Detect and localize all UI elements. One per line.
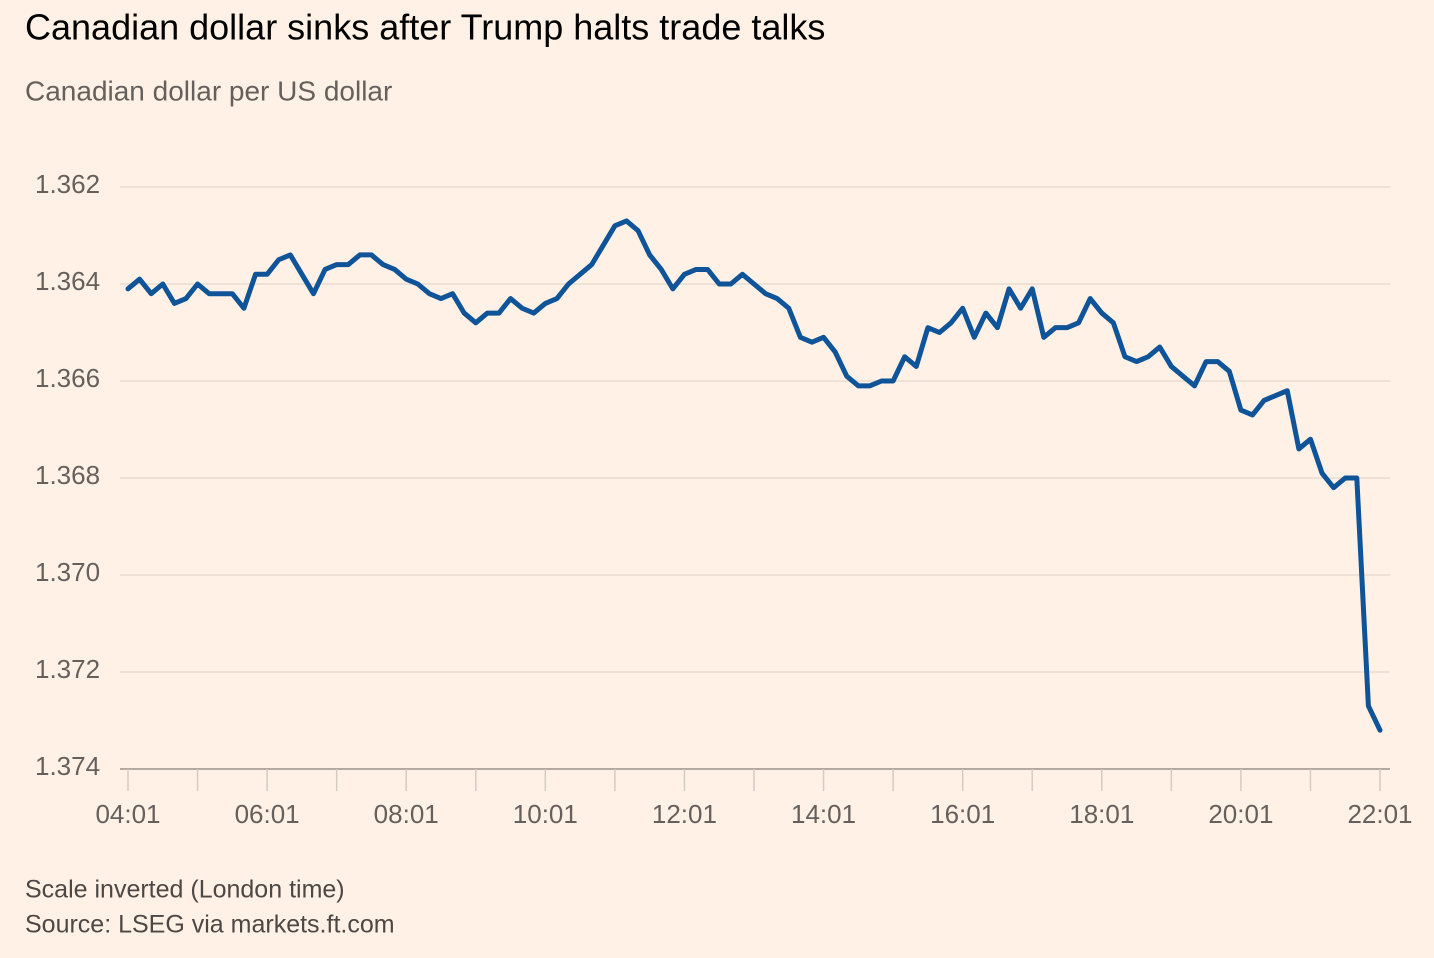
x-tick-label: 12:01 (652, 799, 717, 829)
chart-subtitle: Canadian dollar per US dollar (25, 75, 392, 106)
note: Scale inverted (London time) (25, 876, 345, 904)
data-line (125, 218, 1383, 733)
x-tick-label: 06:01 (235, 799, 300, 829)
x-tick-label: 18:01 (1069, 799, 1134, 829)
x-tick-label: 22:01 (1347, 799, 1412, 829)
y-tick-label: 1.364 (35, 266, 100, 296)
y-tick-label: 1.372 (35, 654, 100, 684)
x-tick-label: 20:01 (1208, 799, 1273, 829)
x-tick-label: 16:01 (930, 799, 995, 829)
x-tick-label: 08:01 (374, 799, 439, 829)
y-tick-label: 1.368 (35, 460, 100, 490)
x-tick-label: 04:01 (95, 799, 160, 829)
x-tick-label: 10:01 (513, 799, 578, 829)
y-tick-label: 1.362 (35, 169, 100, 199)
y-tick-label: 1.374 (35, 751, 100, 781)
x-tick-label: 14:01 (791, 799, 856, 829)
y-tick-label: 1.370 (35, 557, 100, 587)
y-tick-label: 1.366 (35, 363, 100, 393)
source: Source: LSEG via markets.ft.com (25, 911, 395, 939)
chart-title: Canadian dollar sinks after Trump halts … (25, 7, 825, 48)
